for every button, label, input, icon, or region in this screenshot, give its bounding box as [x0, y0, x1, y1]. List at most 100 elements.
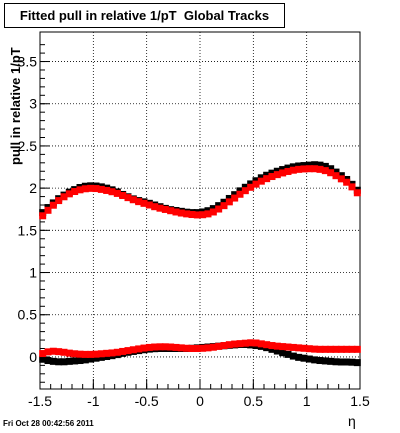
- data-point: [49, 347, 57, 355]
- data-point: [81, 185, 89, 193]
- data-point: [193, 211, 201, 219]
- data-point: [257, 177, 265, 185]
- data-point: [268, 342, 276, 350]
- data-point: [124, 194, 132, 202]
- y-tick-label: 1.5: [18, 222, 38, 238]
- data-point: [268, 173, 276, 181]
- data-point: [231, 194, 239, 202]
- data-point: [263, 175, 271, 183]
- data-point: [156, 204, 164, 212]
- data-point: [273, 171, 281, 179]
- data-point: [332, 168, 340, 176]
- data-point: [119, 347, 127, 355]
- data-point: [348, 183, 356, 191]
- data-point: [300, 344, 308, 352]
- data-point: [81, 350, 89, 358]
- data-point: [247, 339, 255, 347]
- data-point: [135, 345, 143, 353]
- title-box: Fitted pull in relative 1/pT Global Trac…: [4, 3, 285, 28]
- data-point: [151, 203, 159, 211]
- data-point: [220, 202, 228, 210]
- data-point: [305, 165, 313, 173]
- data-point: [353, 359, 361, 367]
- data-point: [39, 212, 47, 220]
- data-point: [167, 207, 175, 215]
- data-point: [92, 350, 100, 358]
- y-tick-label: 1: [29, 265, 37, 281]
- data-point: [156, 343, 164, 351]
- data-point: [295, 344, 303, 352]
- data-point: [209, 208, 217, 216]
- data-point: [300, 354, 308, 362]
- x-tick-label: 1.5: [350, 393, 370, 409]
- y-tick-label: 3.5: [18, 54, 38, 70]
- data-point: [337, 345, 345, 353]
- data-point: [60, 358, 68, 366]
- data-point: [327, 345, 335, 353]
- x-tick-label: -0.5: [135, 393, 159, 409]
- data-point: [236, 190, 244, 198]
- data-point: [49, 201, 57, 209]
- y-tick-label: 0.5: [18, 307, 38, 323]
- data-point: [81, 356, 89, 364]
- grid-lines: [40, 32, 360, 389]
- data-point: [316, 165, 324, 173]
- data-point: [289, 352, 297, 360]
- data-point: [316, 345, 324, 353]
- x-tick-label: 0: [196, 393, 204, 409]
- data-point: [177, 209, 185, 217]
- data-point: [193, 344, 201, 352]
- data-point: [87, 350, 95, 358]
- data-point: [65, 190, 73, 198]
- data-point: [305, 161, 313, 169]
- data-point: [353, 189, 361, 197]
- data-point: [204, 210, 212, 218]
- data-point: [97, 353, 105, 361]
- data-point: [199, 211, 207, 219]
- data-point: [279, 349, 287, 357]
- data-point: [279, 343, 287, 351]
- chart-title: Fitted pull in relative 1/pT Global Trac…: [19, 8, 270, 23]
- data-point: [225, 341, 233, 349]
- data-point: [337, 358, 345, 366]
- timestamp: Fri Oct 28 00:42:56 2011: [3, 419, 94, 428]
- data-point: [215, 205, 223, 213]
- data-point: [71, 188, 79, 196]
- data-point: [289, 166, 297, 174]
- y-axis-label: pull in relative 1/pT: [8, 47, 23, 165]
- data-point: [343, 345, 351, 353]
- data-point: [140, 344, 148, 352]
- data-point: [311, 356, 319, 364]
- data-point: [108, 349, 116, 357]
- data-point: [55, 348, 63, 356]
- data-point: [92, 354, 100, 362]
- data-point: [337, 175, 345, 183]
- data-point: [119, 192, 127, 200]
- data-point: [321, 345, 329, 353]
- data-point: [327, 169, 335, 177]
- y-tick-label: 3: [29, 96, 37, 112]
- data-point: [289, 343, 297, 351]
- data-point: [161, 343, 169, 351]
- data-point: [188, 211, 196, 219]
- data-point: [311, 345, 319, 353]
- data-point: [321, 357, 329, 365]
- data-point: [241, 339, 249, 347]
- data-point: [327, 357, 335, 365]
- y-tick-label: 0: [29, 349, 37, 365]
- data-point: [204, 344, 212, 352]
- data-point: [241, 187, 249, 195]
- data-point: [343, 358, 351, 366]
- data-point: [273, 342, 281, 350]
- data-point: [332, 345, 340, 353]
- data-point: [65, 357, 73, 365]
- data-point: [268, 345, 276, 353]
- data-point: [71, 350, 79, 358]
- x-tick-label: -1.5: [28, 393, 52, 409]
- data-point: [39, 355, 47, 363]
- axis-ticks: [39, 44, 361, 389]
- data-point: [321, 162, 329, 170]
- data-point: [353, 345, 361, 353]
- data-point: [332, 172, 340, 180]
- data-point: [44, 357, 52, 365]
